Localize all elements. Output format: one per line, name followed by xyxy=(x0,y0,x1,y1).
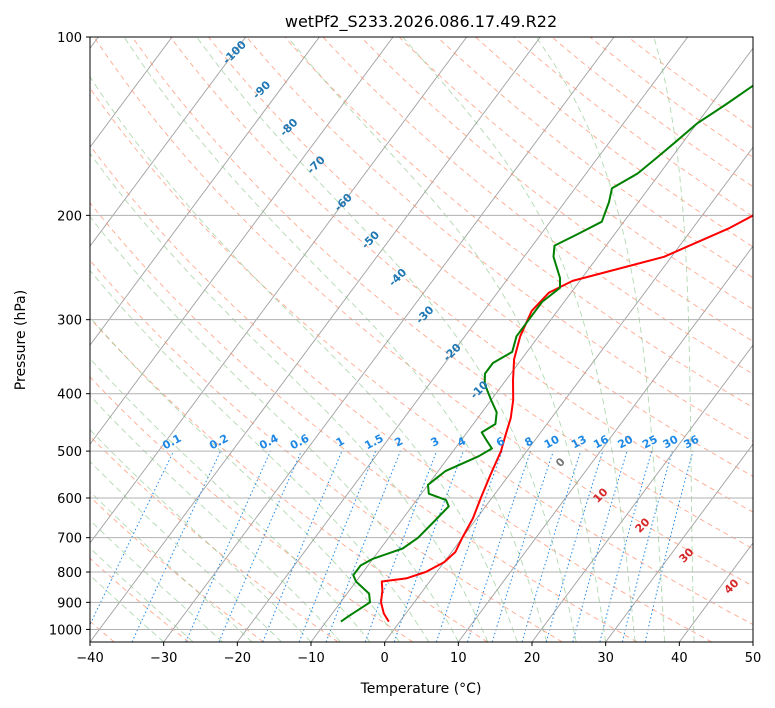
x-tick-label: 30 xyxy=(597,651,614,666)
dry-adiabat-line xyxy=(513,37,753,217)
moist-adiabat-line xyxy=(90,269,430,642)
mixing-ratio-label: 10 xyxy=(542,433,562,452)
isotherm-line xyxy=(90,37,320,346)
y-tick-label: 200 xyxy=(57,209,82,224)
y-tick-label: 600 xyxy=(57,492,82,507)
mixing-ratio-line xyxy=(644,450,694,642)
moist-adiabat-line xyxy=(90,216,459,642)
mixing-ratio-label: 30 xyxy=(661,433,681,452)
y-tick-label: 100 xyxy=(57,31,82,46)
moist-adiabat-line xyxy=(653,37,695,642)
x-tick-label: −40 xyxy=(76,651,103,666)
isotherm-line xyxy=(90,37,247,247)
dry-adiabat-line xyxy=(90,144,712,642)
mixing-ratio-line xyxy=(218,450,302,642)
moist-adiabat-line xyxy=(90,75,518,642)
mixing-ratio-line xyxy=(298,450,377,642)
dry-adiabat-line xyxy=(246,37,753,443)
y-tick-label: 800 xyxy=(57,566,82,581)
moist-adiabat-line xyxy=(402,37,636,642)
x-tick-label: 40 xyxy=(671,651,688,666)
moist-adiabat-line xyxy=(90,316,400,642)
isotherm-line xyxy=(236,37,689,642)
moist-adiabat-line xyxy=(90,574,164,642)
mixing-ratio-line xyxy=(393,450,464,642)
dewpoint-profile-line xyxy=(340,84,753,623)
isotherm-line xyxy=(90,37,468,544)
mixing-ratio-label: 25 xyxy=(640,433,660,452)
isotherm-line xyxy=(90,37,541,642)
mixing-ratio-line xyxy=(467,450,532,642)
y-tick-label: 1000 xyxy=(49,623,82,638)
moist-adiabat-line xyxy=(90,395,341,642)
x-tick-label: −10 xyxy=(297,651,324,666)
moist-adiabat-line xyxy=(535,37,666,642)
mixing-ratio-label: 16 xyxy=(591,433,611,452)
moist-adiabat-line xyxy=(123,37,548,642)
plot-frame xyxy=(89,36,754,643)
x-tick-label: 50 xyxy=(745,651,762,666)
mixing-ratio-line xyxy=(435,450,503,642)
mixing-ratio-line xyxy=(545,450,604,642)
moist-adiabat-line xyxy=(90,429,312,642)
mixing-ratio-label: 36 xyxy=(682,433,702,452)
dry-adiabat-line xyxy=(475,37,753,248)
moist-adiabat-line xyxy=(90,357,371,642)
dry-adiabat-line xyxy=(360,37,753,342)
moist-adiabat-line xyxy=(90,152,489,642)
chart-title: wetPf2_S233.2026.086.17.49.R22 xyxy=(285,12,557,32)
x-axis-ticks: −40 −30 −20 −10 0 10 20 30 40 50 xyxy=(76,642,761,666)
series-layer xyxy=(340,84,753,623)
y-tick-label: 400 xyxy=(57,388,82,403)
y-tick-label: 900 xyxy=(57,596,82,611)
mixing-ratio-line xyxy=(491,450,554,642)
moist-adiabat-line xyxy=(196,37,577,642)
plot-area xyxy=(90,37,753,642)
temperature-profile-line xyxy=(380,214,753,623)
isotherm-line xyxy=(90,37,173,148)
y-tick-label: 300 xyxy=(57,314,82,329)
dry-adiabat-line xyxy=(284,37,753,409)
mixing-ratio-line xyxy=(185,450,271,642)
moist-adiabat-line xyxy=(287,37,607,642)
mixing-ratio-line xyxy=(572,450,628,642)
dry-adiabat-line xyxy=(322,37,753,375)
mixing-ratio-label: 13 xyxy=(569,433,589,452)
dry-adiabat-line xyxy=(131,37,753,550)
dry-adiabat-line xyxy=(90,202,638,642)
x-axis-label: Temperature (°C) xyxy=(360,681,482,697)
y-tick-label: 500 xyxy=(57,445,82,460)
mixing-ratio-line xyxy=(364,450,438,642)
isotherm-line xyxy=(457,245,753,642)
dry-adiabat-line xyxy=(90,376,414,642)
dry-adiabat-line xyxy=(208,37,753,477)
mixing-ratio-label: 20 xyxy=(616,433,636,452)
mixing-ratio-line xyxy=(521,450,582,642)
y-axis-ticks: 100 200 300 400 500 600 700 800 900 1000 xyxy=(49,31,90,638)
isotherm-line xyxy=(310,47,753,642)
mixing-ratio-line xyxy=(262,450,343,642)
background-lines xyxy=(90,37,753,642)
x-tick-label: −20 xyxy=(224,651,251,666)
y-axis-label: Pressure (hPa) xyxy=(13,290,29,390)
isotherm-line xyxy=(605,443,753,642)
mixing-ratio-line xyxy=(621,450,673,642)
x-tick-label: 20 xyxy=(524,651,541,666)
isotherm-line xyxy=(163,37,615,642)
mixing-ratio-line xyxy=(325,450,401,642)
mixing-ratio-line xyxy=(599,450,653,642)
pressure-grid xyxy=(90,37,753,630)
isotherm-line xyxy=(90,37,394,445)
x-tick-label: 0 xyxy=(381,651,389,666)
x-tick-label: 10 xyxy=(450,651,467,666)
isotherm-line xyxy=(531,344,753,642)
y-tick-label: 700 xyxy=(57,532,82,547)
x-tick-label: −30 xyxy=(150,651,177,666)
